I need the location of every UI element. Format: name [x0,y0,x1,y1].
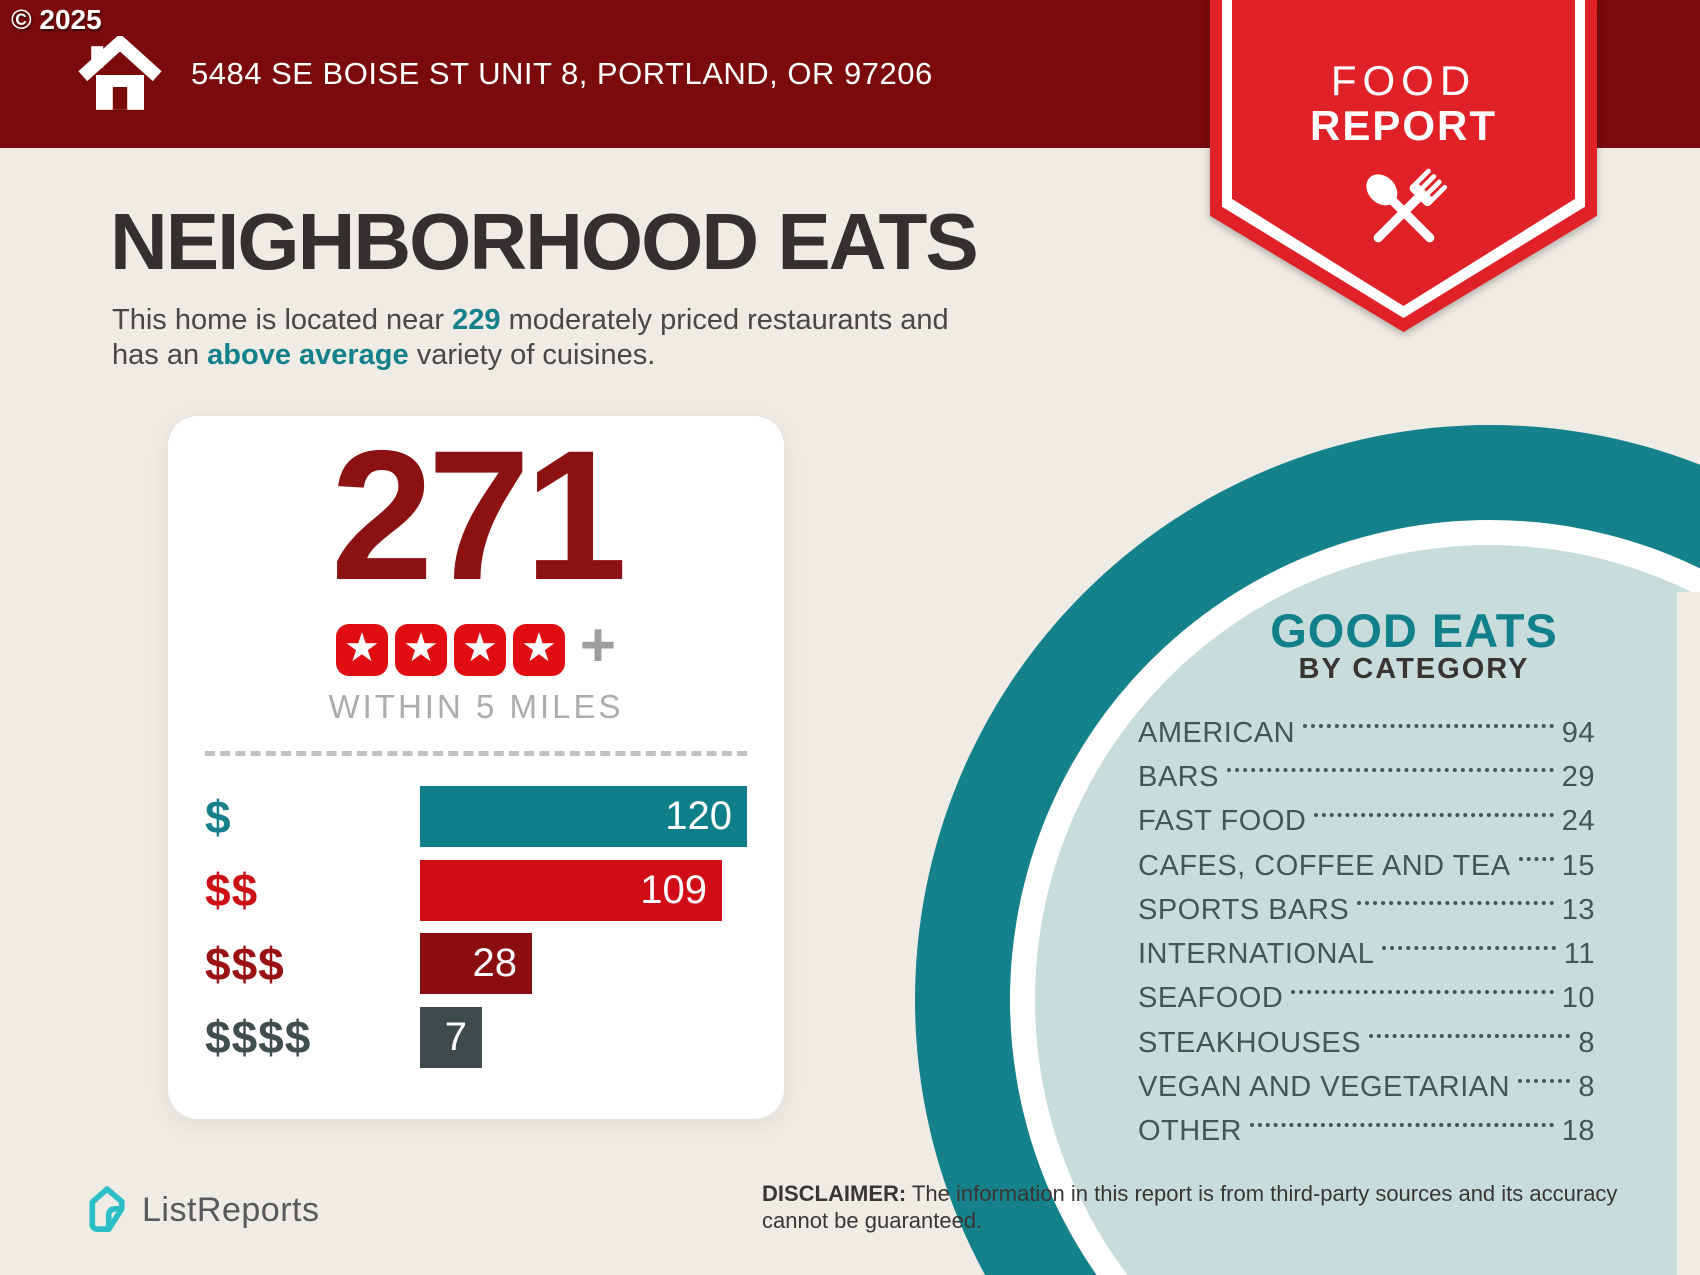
disclaimer-label: DISCLAIMER: [762,1181,907,1206]
price-tier-bar: 7 [420,1006,482,1068]
brand-name: ListReports [142,1190,320,1229]
star-icon: ★ [394,624,447,676]
category-row: INTERNATIONAL 11 [1138,932,1595,976]
price-tier-row: $120 [205,786,752,847]
dotted-leader [1357,901,1554,906]
restaurant-count: 271 [330,413,628,619]
dotted-leader [1518,857,1554,862]
category-label: OTHER [1138,1115,1242,1148]
category-label: AMERICAN [1138,716,1296,749]
page-margin-strip [1677,592,1700,1275]
category-row: STEAKHOUSES 8 [1138,1021,1595,1065]
dotted-leader [1250,1122,1554,1127]
category-label: VEGAN AND VEGETARIAN [1138,1071,1511,1104]
badge-title-line1: FOOD [1330,57,1477,104]
category-label: INTERNATIONAL [1138,938,1375,971]
category-row: SEAFOOD 10 [1138,977,1595,1021]
star-icon: ★ [453,624,506,676]
price-tier-chart: $120 $$ 109 $$$ 28 $$$$ 7 [205,786,752,1080]
category-value: 94 [1561,716,1595,749]
price-tier-row: $$ 109 [205,859,752,921]
category-label: CAFES, COFFEE AND TEA [1138,849,1511,882]
price-tier-label: $ [205,790,232,843]
category-value: 29 [1561,760,1595,793]
price-tier-value: 120 [665,794,732,838]
category-row: VEGAN AND VEGETARIAN 8 [1138,1065,1595,1109]
restaurant-count-inline: 229 [452,304,501,336]
category-row: AMERICAN 94 [1138,711,1595,755]
disclaimer: DISCLAIMER: The information in this repo… [762,1180,1652,1234]
category-label: BARS [1138,760,1219,793]
price-tier-value: 7 [444,1014,467,1059]
category-row: SPORTS BARS 13 [1138,888,1595,932]
dotted-leader [1226,768,1554,773]
spoon-fork-icon [1366,168,1448,243]
intro-line-2: has an above average variety of cuisines… [112,338,656,371]
badge-title-line2: REPORT [1309,102,1497,149]
variety-highlight: above average [207,338,409,371]
price-tier-label: $$$$ [205,1011,312,1063]
star-rating: ★ ★ ★ ★ + [168,615,784,678]
category-value: 24 [1561,805,1595,838]
price-tier-bar: 120 [420,786,747,847]
dotted-leader [1303,724,1554,729]
page-title: NEIGHBORHOOD EATS [110,197,979,286]
price-tier-bar: 109 [420,859,722,921]
good-eats-subtitle: BY CATEGORY [1298,653,1530,685]
category-value: 10 [1561,982,1595,1015]
price-tier-label: $$ [205,864,259,916]
category-value: 13 [1561,893,1595,926]
dotted-leader [1314,812,1554,817]
brand-logo: ListReports [84,1184,319,1236]
intro-paragraph: This home is located near 229 moderately… [112,303,1152,372]
category-row: OTHER 18 [1138,1110,1595,1154]
dotted-leader [1291,989,1554,994]
plus-icon: + [579,611,617,680]
dashed-divider [205,751,747,756]
category-label: SPORTS BARS [1138,893,1350,926]
category-row: CAFES, COFFEE AND TEA 15 [1138,844,1595,888]
dotted-leader [1518,1078,1571,1083]
star-icon: ★ [335,624,388,676]
price-tier-label: $$$ [205,937,285,990]
category-value: 18 [1561,1115,1595,1148]
dotted-leader [1382,945,1556,950]
category-row: FAST FOOD 24 [1138,800,1595,844]
food-report-badge: FOOD REPORT [1210,0,1597,332]
dotted-leader [1369,1034,1571,1039]
price-tier-bar: 28 [420,933,532,994]
radius-label: WITHIN 5 MILES [328,688,624,725]
category-label: STEAKHOUSES [1138,1026,1362,1059]
category-list: AMERICAN 94 BARS 29 FAST FOOD 24 CAFES, COFFEE… [1138,711,1595,1154]
star-icon: ★ [512,624,565,676]
copyright-text: © 2025 [11,4,102,35]
good-eats-title: GOOD EATS [1270,604,1558,657]
category-value: 8 [1578,1071,1595,1104]
price-tier-value: 28 [472,941,518,985]
category-value: 15 [1561,849,1595,882]
property-address: 5484 SE BOISE ST UNIT 8, PORTLAND, OR 97… [191,56,933,91]
stats-card: 271 ★ ★ ★ ★ + WITHIN 5 MILES $120 $$ 109 $$$ 28 $… [168,416,784,1119]
disclaimer-text: The information in this report is from t… [762,1181,1618,1233]
price-tier-row: $$$$ 7 [205,1006,752,1068]
price-tier-row: $$$ 28 [205,933,752,994]
category-label: FAST FOOD [1138,805,1307,838]
category-value: 11 [1563,938,1595,971]
home-icon [78,36,162,110]
intro-line-1: This home is located near 229 moderately… [112,304,949,336]
listreports-house-icon [89,1186,125,1233]
category-label: SEAFOOD [1138,982,1284,1015]
category-value: 8 [1578,1026,1595,1059]
category-row: BARS 29 [1138,755,1595,799]
price-tier-value: 109 [640,867,707,912]
